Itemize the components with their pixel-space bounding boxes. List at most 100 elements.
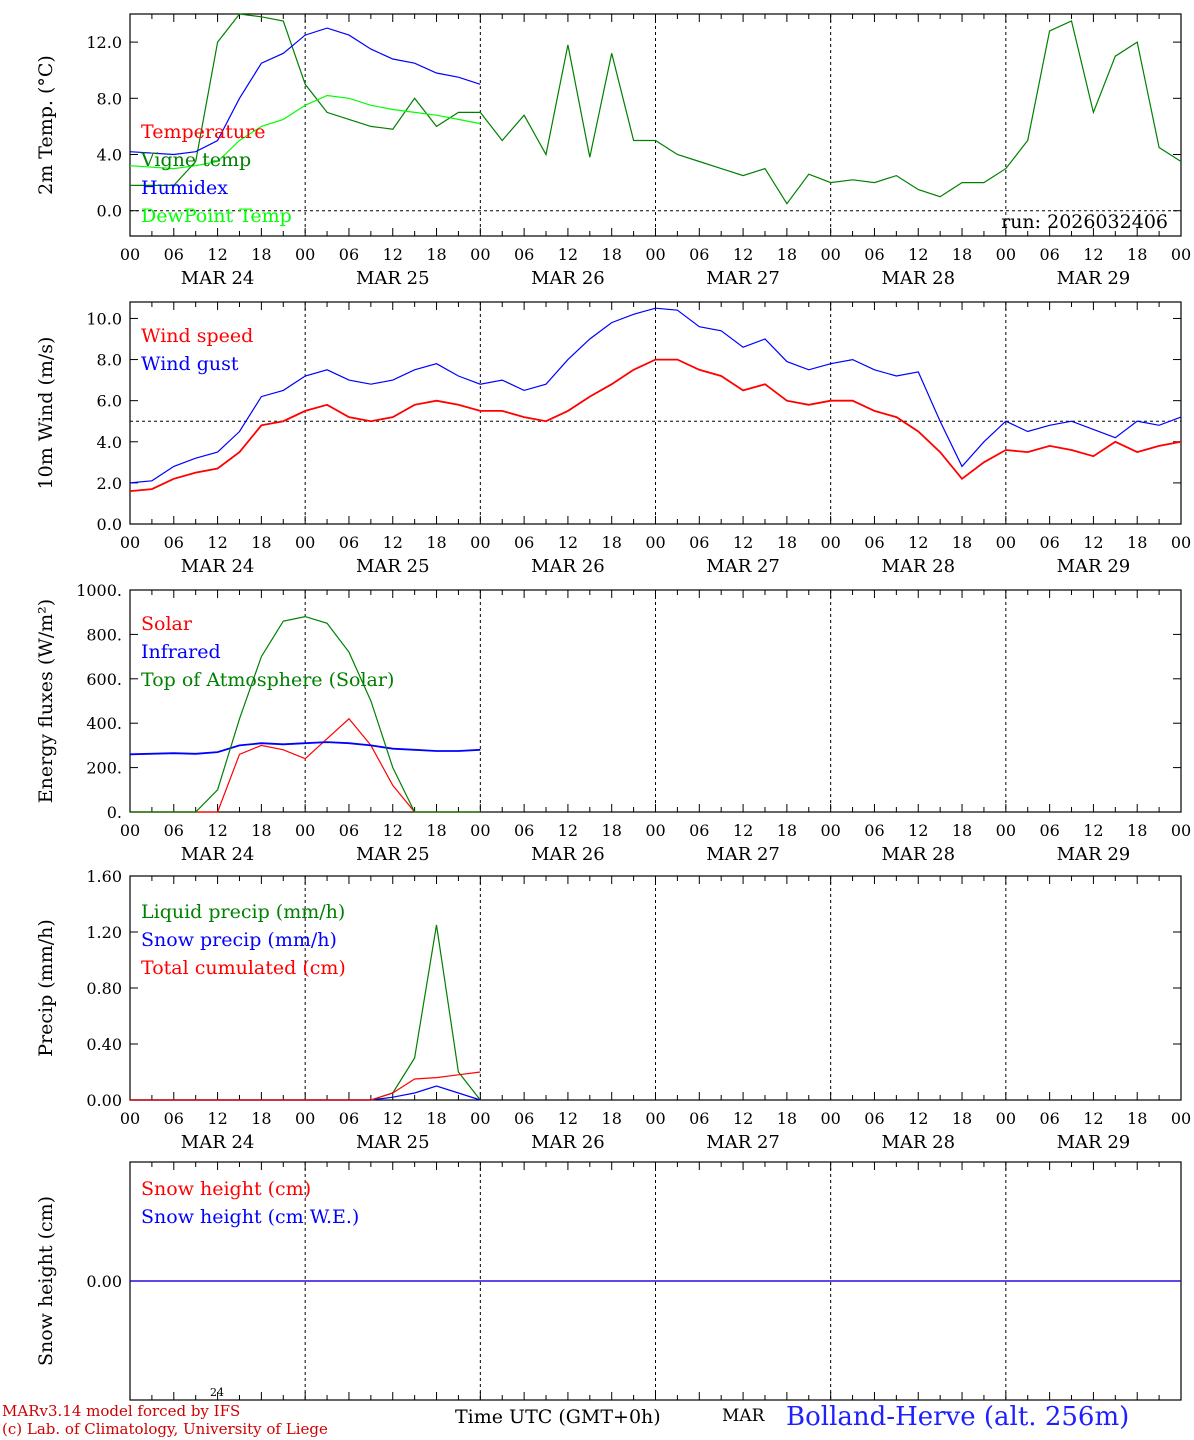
- day-label: MAR 25: [356, 556, 430, 577]
- hour-label: 00: [996, 1109, 1016, 1128]
- hour-label: 18: [602, 1109, 622, 1128]
- y-axis-label: 2m Temp. (°C): [35, 55, 57, 195]
- hour-label: 06: [864, 821, 884, 840]
- hour-label: 12: [558, 533, 578, 552]
- series-line-dewpoint-temp: [129, 94, 481, 170]
- hour-label: 06: [1039, 533, 1059, 552]
- hour-label: 12: [733, 533, 753, 552]
- hour-label: 06: [864, 245, 884, 264]
- y-tick-label: 600.: [86, 670, 122, 689]
- day-label: MAR 28: [881, 1132, 955, 1153]
- y-tick-label: 0.00: [86, 1272, 122, 1291]
- day-label: MAR 29: [1057, 1132, 1131, 1153]
- hour-label: 00: [295, 821, 315, 840]
- day-label: MAR 28: [881, 844, 955, 865]
- y-tick-label: 0.40: [86, 1035, 122, 1054]
- month-label: MAR: [722, 1406, 765, 1426]
- hour-label: 18: [426, 821, 446, 840]
- y-tick-label: 12.0: [86, 33, 122, 52]
- y-tick-label: 8.0: [97, 89, 122, 108]
- y-axis-label: Energy fluxes (W/m²): [35, 599, 57, 803]
- hour-label: 06: [339, 1109, 359, 1128]
- hour-label: 18: [1127, 821, 1147, 840]
- hour-label: 18: [777, 821, 797, 840]
- hour-label: 00: [470, 1109, 490, 1128]
- hour-label: 00: [645, 821, 665, 840]
- hour-label: 06: [689, 1109, 709, 1128]
- hour-label: 12: [207, 245, 227, 264]
- hour-label: 06: [339, 245, 359, 264]
- hour-label: 00: [120, 245, 140, 264]
- hour-label: 12: [908, 533, 928, 552]
- panel-2: 00 06 12 18 00 06 12 18 00 06 12 18 00 06 12 18 00 06 12 18…: [35, 301, 1191, 577]
- series-line-wind-gust: [129, 307, 1182, 484]
- legend-entry: DewPoint Temp: [141, 205, 292, 227]
- y-tick-label: 4.0: [97, 146, 122, 165]
- hour-label: 18: [1127, 533, 1147, 552]
- hour-label: 18: [426, 1109, 446, 1128]
- hour-label: 12: [383, 821, 403, 840]
- legend-entry: Infrared: [141, 641, 221, 663]
- day-label: MAR 27: [706, 268, 780, 289]
- hour-label: 06: [689, 533, 709, 552]
- hour-label: 00: [645, 533, 665, 552]
- hour-label: 18: [251, 1109, 271, 1128]
- y-tick-label: 0.00: [86, 1091, 122, 1110]
- y-tick-label: 2.0: [97, 474, 122, 493]
- day-label: MAR 26: [531, 1132, 605, 1153]
- hour-label: 18: [426, 245, 446, 264]
- y-axis-label: 10m Wind (m/s): [35, 337, 57, 490]
- y-tick-label: 400.: [86, 714, 122, 733]
- y-tick-label: 6.0: [97, 392, 122, 411]
- hour-label: 00: [295, 533, 315, 552]
- y-tick-label: 800.: [86, 625, 122, 644]
- lab-credit: (c) Lab. of Climatology, University of L…: [2, 1420, 328, 1438]
- y-tick-label: 0.80: [86, 979, 122, 998]
- hour-label: 12: [383, 245, 403, 264]
- hour-label: 12: [383, 533, 403, 552]
- hour-label: 00: [1171, 533, 1191, 552]
- hour-label: 18: [602, 533, 622, 552]
- hour-label: 12: [733, 1109, 753, 1128]
- hour-label: 06: [1039, 821, 1059, 840]
- legend-entry: Top of Atmosphere (Solar): [141, 669, 394, 691]
- hour-label: 06: [339, 821, 359, 840]
- hour-label: 06: [164, 821, 184, 840]
- day-label: MAR 29: [1057, 556, 1131, 577]
- series-line-total-cumulated-cm-: [130, 1071, 481, 1101]
- hour-label: 00: [820, 245, 840, 264]
- day-label: MAR 29: [1057, 844, 1131, 865]
- day-label: MAR 24: [181, 1132, 255, 1153]
- hour-label: 12: [383, 1109, 403, 1128]
- hour-label: 18: [952, 821, 972, 840]
- hour-label: 12: [733, 245, 753, 264]
- hour-label: 00: [295, 1109, 315, 1128]
- panel-3: 00 06 12 18 00 06 12 18 00 06 12 18 00 06 12 18 00 06 12 18…: [35, 581, 1191, 865]
- run-annotation: run: 2026032406: [1001, 211, 1168, 233]
- hour-label: 00: [470, 821, 490, 840]
- time-axis-label: Time UTC (GMT+0h): [455, 1406, 661, 1428]
- day-label: MAR 26: [531, 844, 605, 865]
- hour-label: 00: [645, 245, 665, 264]
- legend-entry: Liquid precip (mm/h): [141, 901, 345, 923]
- series-line-top-of-atmosphere-solar-: [130, 615, 481, 813]
- series-line-vigne-temp: [130, 13, 1182, 205]
- day-label: MAR 28: [881, 556, 955, 577]
- model-credit: MARv3.14 model forced by IFS: [2, 1402, 241, 1420]
- hour-label: 12: [207, 533, 227, 552]
- y-tick-label: 1.60: [86, 867, 122, 886]
- day-label: MAR 24: [181, 268, 255, 289]
- day-label: MAR 25: [356, 268, 430, 289]
- day-label: MAR 24: [181, 844, 255, 865]
- legend-entry: Wind gust: [141, 353, 239, 375]
- day-label: MAR 24: [181, 556, 255, 577]
- hour-label: 06: [164, 1109, 184, 1128]
- hour-label: 00: [120, 1109, 140, 1128]
- hour-label: 06: [514, 1109, 534, 1128]
- series-line-infrared: [129, 741, 481, 756]
- hour-label: 00: [1171, 245, 1191, 264]
- hour-label: 00: [1171, 1109, 1191, 1128]
- hour-label: 00: [996, 533, 1016, 552]
- panel-1: 00 06 12 18 00 06 12 18 00 06 12 18 00 06 12 18 00 06 12 18…: [35, 13, 1191, 289]
